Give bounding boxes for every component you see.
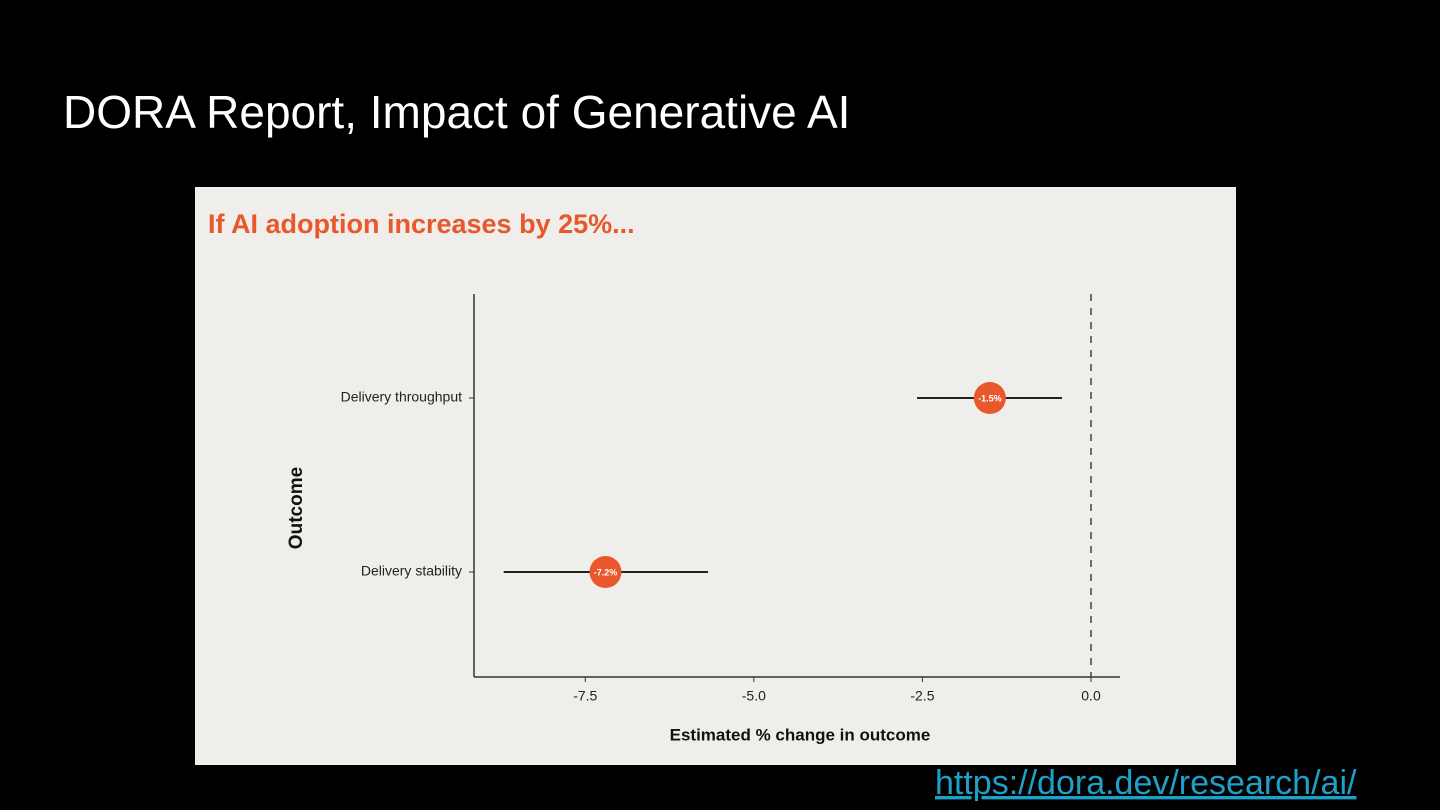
y-tick-label: Delivery throughput [341,389,463,405]
x-tick-label: -5.0 [742,688,766,704]
source-link[interactable]: https://dora.dev/research/ai/ [935,764,1357,802]
chart-title: If AI adoption increases by 25%... [208,209,635,239]
source-link-text[interactable]: https://dora.dev/research/ai/ [935,764,1357,802]
x-tick-label: -7.5 [573,688,597,704]
y-tick-label: Delivery stability [361,563,462,579]
chart-panel [195,187,1236,765]
x-axis-label: Estimated % change in outcome [670,725,931,744]
value-label: -1.5% [978,393,1002,403]
slide-title: DORA Report, Impact of Generative AI [63,86,850,138]
y-axis-label: Outcome [286,467,307,549]
value-label: -7.2% [594,567,618,577]
dot [973,382,1006,414]
x-tick-label: 0.0 [1081,688,1101,704]
x-tick-label: -2.5 [910,688,934,704]
dot [589,556,622,588]
